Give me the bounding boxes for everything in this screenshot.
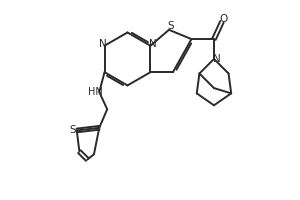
Text: S: S	[70, 125, 76, 135]
Text: O: O	[219, 14, 227, 24]
Text: HN: HN	[88, 87, 103, 97]
Text: N: N	[99, 39, 106, 49]
Text: S: S	[167, 21, 174, 31]
Text: N: N	[149, 39, 156, 49]
Text: N: N	[213, 54, 221, 64]
